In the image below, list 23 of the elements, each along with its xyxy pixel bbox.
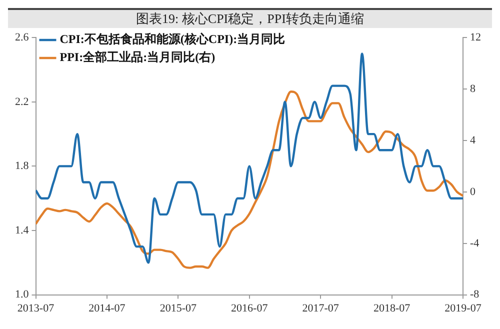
- x-tick-label: 2013-07: [17, 302, 55, 314]
- legend-label: CPI:不包括食品和能源(核心CPI):当月同比: [60, 32, 286, 46]
- chart-title: 图表19: 核心CPI稳定，PPI转负走向通缩: [8, 8, 492, 28]
- legend-label: PPI:全部工业品:当月同比(右): [60, 50, 216, 64]
- y-tick-label: 1.0: [15, 288, 30, 301]
- x-tick-label: 2016-07: [231, 302, 268, 314]
- y-tick-label: 2.2: [15, 96, 29, 108]
- y-tick-label: 1.8: [15, 160, 30, 172]
- y-tick-label: 1.4: [15, 224, 30, 236]
- line-series: [36, 52, 463, 264]
- x-tick-label: 2019-07: [444, 302, 482, 314]
- y-tick-label: 2.6: [15, 31, 30, 44]
- x-tick-label: 2018-07: [373, 302, 411, 314]
- x-tick-label: 2014-07: [88, 302, 126, 314]
- y2-tick-label: -8: [470, 288, 480, 301]
- y2-tick-label: 0: [470, 186, 476, 198]
- y2-tick-label: 8: [470, 82, 476, 95]
- y2-tick-label: -4: [470, 237, 480, 250]
- y2-tick-label: 4: [470, 134, 476, 146]
- x-tick-label: 2015-07: [160, 302, 197, 314]
- line-series: [36, 90, 463, 269]
- x-tick-label: 2017-07: [302, 302, 340, 314]
- y2-tick-label: 12: [470, 31, 481, 44]
